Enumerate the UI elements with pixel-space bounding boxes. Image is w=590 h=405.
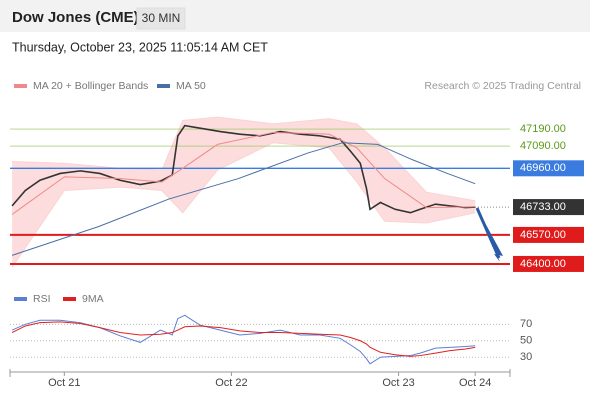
legend-swatch <box>14 84 27 88</box>
forecast-arrow <box>475 207 501 259</box>
legend-swatch <box>63 297 76 301</box>
level-label: 46733.00 <box>520 201 566 213</box>
x-tick-label: Oct 24 <box>459 377 491 389</box>
bollinger-fill <box>12 117 476 268</box>
legend-label: 9MA <box>82 293 104 305</box>
y-tick-label: 70 <box>520 318 532 330</box>
legend-swatch <box>14 297 27 301</box>
bollinger-lower <box>11 142 476 268</box>
x-tick-label: Oct 23 <box>382 377 414 389</box>
level-label: 46960.00 <box>520 162 566 174</box>
level-label: 46570.00 <box>520 229 566 241</box>
timeframe-tab[interactable] <box>136 7 186 30</box>
series-line <box>11 321 476 357</box>
level-label-box <box>513 199 584 216</box>
level-label: 47090.00 <box>520 140 566 152</box>
level-label: 46400.00 <box>520 258 566 270</box>
y-tick-label: 30 <box>520 351 532 363</box>
legend-label: RSI <box>33 293 51 305</box>
header-bar <box>0 0 590 32</box>
x-axis-area <box>10 372 510 398</box>
date: Thursday, October 23, 2025 11:05:14 AM C… <box>12 40 268 54</box>
legend-label: MA 20 + Bollinger Bands <box>33 80 148 92</box>
bollinger-upper <box>12 116 476 202</box>
series-line <box>11 124 476 214</box>
x-tick-label: Oct 21 <box>48 377 80 389</box>
series-line <box>11 142 476 256</box>
level-label-box <box>513 160 584 177</box>
y-tick-label: 50 <box>520 335 532 347</box>
credit: Research © 2025 Trading Central <box>424 80 581 92</box>
series-line <box>11 131 476 215</box>
legend-label: MA 50 <box>176 80 206 92</box>
x-tick-label: Oct 22 <box>215 377 247 389</box>
level-label: 47190.00 <box>520 123 566 135</box>
legend-swatch <box>157 84 170 88</box>
level-label-box <box>513 226 584 243</box>
series-line <box>11 314 476 365</box>
title: Dow Jones (CME) <box>12 9 139 26</box>
level-label-box <box>513 255 584 272</box>
timeframe[interactable]: 30 MIN <box>142 11 181 25</box>
